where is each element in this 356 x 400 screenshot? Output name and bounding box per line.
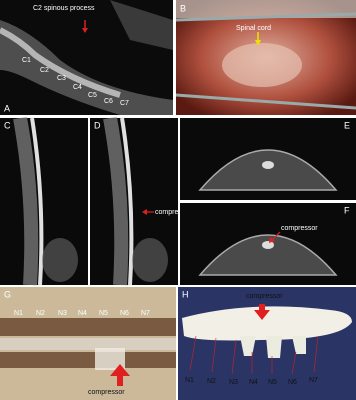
segment-label: N5 (268, 379, 277, 386)
panel-g: N1 N2 N3 N4 N5 N6 N7 compressor G (0, 287, 176, 400)
segment-label: N1 (14, 310, 23, 317)
panel-h: N1 N2 N3 N4 N5 N6 N7 compressor H (178, 287, 356, 400)
panel-label: H (182, 289, 189, 299)
annotation: compressor (246, 293, 283, 300)
segment-label: N5 (99, 310, 108, 317)
segment-label: N6 (120, 310, 129, 317)
vertebra-label: C2 (40, 67, 49, 74)
vertebra-label: C4 (73, 84, 82, 91)
panel-label: E (344, 120, 350, 130)
segment-label: N4 (78, 310, 87, 317)
panel-b: Spinal cord B (175, 0, 356, 115)
annotation: Spinal cord (236, 25, 271, 32)
vertebra-label: C3 (57, 75, 66, 82)
panel-e: E (180, 118, 356, 200)
segment-label: N3 (229, 379, 238, 386)
panel-label: C (4, 120, 11, 130)
panel-d: compressor D (90, 116, 192, 286)
annotation: compressor (281, 225, 318, 232)
panel-c: C (0, 116, 88, 286)
vertebra-label: C1 (22, 57, 31, 64)
vertebra-label: C6 (104, 98, 113, 105)
segment-label: N1 (185, 377, 194, 384)
segment-label: N7 (309, 377, 318, 384)
panel-label: F (344, 205, 350, 215)
panel-label: G (4, 289, 11, 299)
segment-label: N2 (36, 310, 45, 317)
panel-a: C2 spinous process C1 C2 C3 C4 C5 C6 C7 … (0, 0, 173, 115)
vertebra-label: C7 (120, 100, 129, 107)
panel-label: D (94, 120, 101, 130)
annotation: C2 spinous process (33, 5, 95, 12)
segment-label: N7 (141, 310, 150, 317)
segment-label: N6 (288, 379, 297, 386)
panel-f: compressor F (180, 203, 356, 285)
annotation: compressor (155, 209, 192, 216)
panel-label: A (4, 103, 10, 113)
segment-label: N3 (58, 310, 67, 317)
panel-label: B (180, 3, 186, 13)
vertebra-label: C5 (88, 92, 97, 99)
annotation: compressor (88, 389, 125, 396)
segment-label: N4 (249, 379, 258, 386)
segment-label: N2 (207, 378, 216, 385)
